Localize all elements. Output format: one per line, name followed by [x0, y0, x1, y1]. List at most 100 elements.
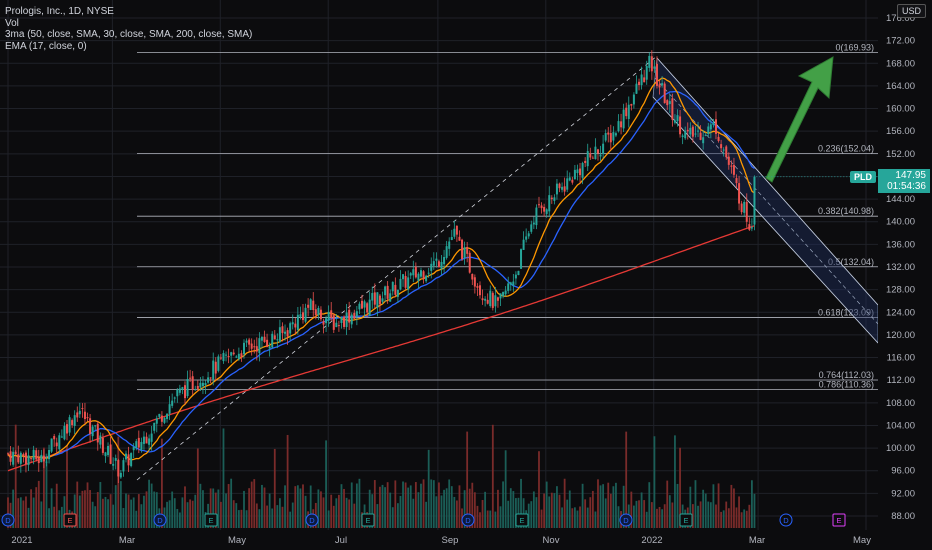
volume-bar [143, 495, 145, 528]
fibonacci-retracement[interactable]: 0(169.93) 0.236(152.04) 0.382(140.98) 0.5(1… [137, 42, 878, 390]
volume-bar [86, 482, 89, 528]
candle-body [463, 247, 466, 258]
candle-body [73, 415, 76, 426]
volume-bar [53, 506, 56, 528]
candle-body [209, 377, 212, 379]
candle-body [514, 274, 517, 279]
candle-body [414, 266, 417, 278]
volume-bar [725, 501, 728, 528]
volume-bar [217, 489, 220, 528]
dividend-marker[interactable] [619, 513, 633, 527]
currency-button[interactable]: USD [896, 4, 926, 18]
time-tick-label: Mar [119, 535, 135, 546]
volume-bar [656, 508, 658, 528]
candle-body [440, 261, 443, 270]
candle-body [425, 275, 428, 282]
dividend-marker[interactable] [305, 513, 319, 527]
candle-body [358, 303, 361, 310]
volume-bar [338, 494, 340, 528]
candle-body [550, 197, 553, 200]
candle-body [661, 83, 664, 86]
volume-bar [245, 510, 248, 528]
volume-bar [112, 504, 115, 528]
candle-body [271, 333, 274, 348]
earnings-marker[interactable] [515, 513, 529, 527]
price-tick-label: 156.00 [886, 126, 915, 137]
candle-body [753, 176, 756, 225]
time-axis[interactable]: 2021 Mar May Jul Sep Nov 2022 Mar May [0, 530, 932, 550]
earnings-marker[interactable] [832, 513, 846, 527]
channel-upper [656, 57, 879, 306]
price-tick-label: 136.00 [886, 239, 915, 250]
volume-bar [709, 502, 712, 528]
volume-bar [317, 489, 320, 528]
dividend-marker-label: D [309, 516, 315, 525]
candle-body [673, 120, 676, 123]
candle-body [653, 66, 656, 69]
dividend-marker[interactable] [461, 513, 475, 527]
volume-bar [489, 510, 492, 528]
candle-body [499, 293, 502, 299]
volume-bar [271, 508, 274, 528]
volume-bar [268, 493, 271, 528]
earnings-marker[interactable] [361, 513, 375, 527]
candle-body [584, 160, 587, 163]
candle-body [294, 323, 297, 328]
candle-body [450, 237, 453, 241]
volume-bar [78, 495, 81, 528]
candle-body [291, 322, 294, 325]
volume-bar [261, 484, 263, 528]
earnings-marker-label: E [683, 516, 688, 525]
candle-body [417, 273, 420, 281]
candle-body [196, 385, 199, 389]
candle-body [430, 263, 433, 271]
volume-bar [212, 488, 215, 528]
candle-body [491, 292, 494, 308]
bullish-arrow[interactable] [765, 56, 834, 183]
candle-body [376, 292, 379, 308]
candle-body [443, 256, 446, 265]
candle-body [250, 343, 253, 349]
dividend-marker[interactable] [779, 513, 793, 527]
volume-bar [458, 485, 461, 528]
volume-bars [7, 424, 756, 528]
volume-bar [225, 493, 227, 528]
candle-body [727, 156, 730, 165]
volume-bar [676, 483, 679, 528]
volume-bar [107, 499, 109, 528]
earnings-marker-label: E [365, 516, 370, 525]
volume-bar [445, 488, 448, 528]
earnings-marker-label: E [208, 516, 213, 525]
candle-body [89, 418, 92, 434]
candle-body [422, 271, 425, 279]
volume-bar [184, 486, 186, 528]
earnings-marker[interactable] [63, 513, 77, 527]
volume-bar [509, 488, 512, 528]
candle-body [78, 410, 81, 415]
volume-bar [668, 495, 671, 528]
price-tick-label: 132.00 [886, 262, 915, 273]
volume-bar [745, 510, 748, 528]
price-tick-label: 92.00 [891, 488, 915, 499]
price-axis[interactable]: 176.00 172.00 168.00 164.00 160.00 156.00 152.… [878, 0, 932, 550]
volume-bar [453, 496, 456, 528]
volume-bar [753, 493, 756, 528]
volume-bar [214, 492, 217, 528]
volume-bar [463, 490, 466, 528]
volume-bar [743, 509, 746, 528]
volume-bar [43, 447, 45, 528]
dividend-marker[interactable] [1, 513, 15, 527]
candle-body [160, 415, 163, 422]
candle-body [178, 388, 181, 393]
price-tick-label: 100.00 [886, 443, 915, 454]
dividend-marker[interactable] [153, 513, 167, 527]
candle-body [507, 283, 510, 291]
candle-body [278, 327, 281, 343]
earnings-marker[interactable] [679, 513, 693, 527]
earnings-marker[interactable] [204, 513, 218, 527]
candle-body [391, 281, 394, 292]
candle-body [48, 450, 51, 460]
dividend-marker-label: D [783, 516, 789, 525]
